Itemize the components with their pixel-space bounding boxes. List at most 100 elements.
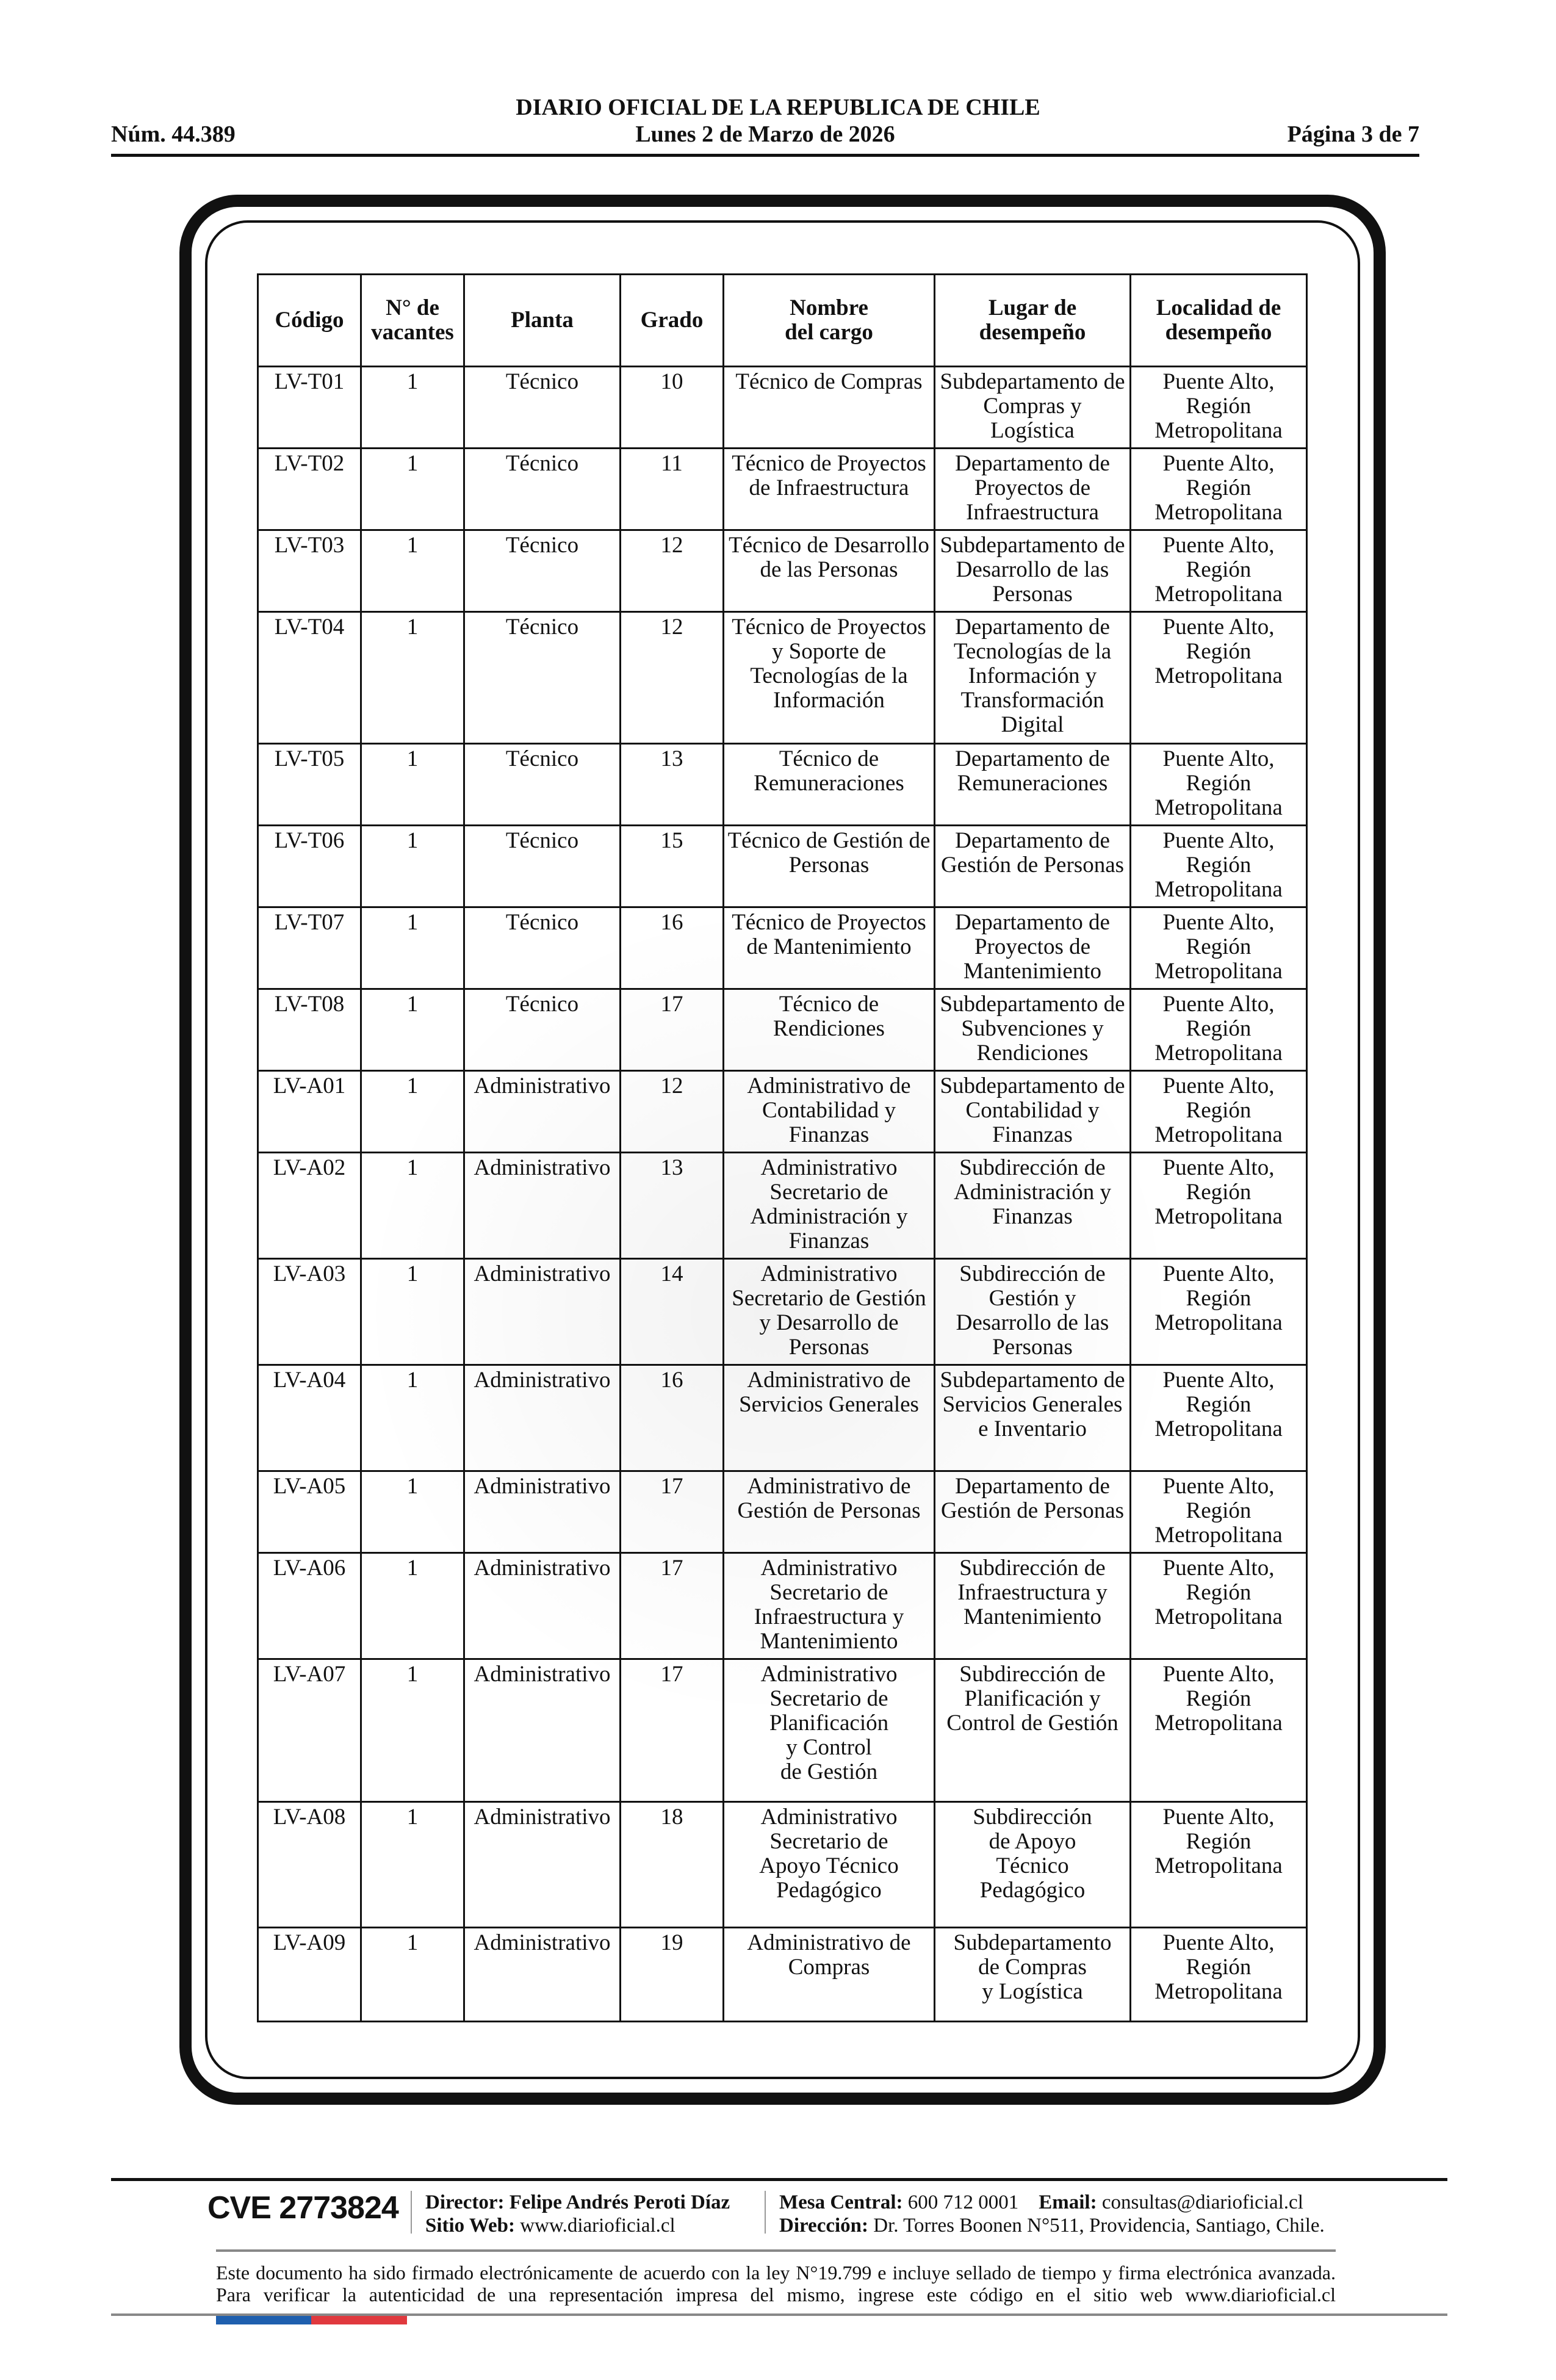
email-label: Email: [1039,2191,1097,2213]
table-cell: Departamento de Proyectos de Infraestruc… [934,447,1131,531]
table-cell: 1 [360,1470,465,1554]
table-cell: 19 [619,1927,724,2022]
table-cell: Técnico [463,988,621,1072]
column-header: N° de vacantes [360,273,465,367]
table-cell: 1 [360,1364,465,1472]
signature-note: Este documento ha sido firmado electróni… [216,2262,1336,2306]
table-row: LV-A06 1 Administrativo 17 Administrativo Se… [257,1552,1308,1660]
table-cell: Administrativo [463,1658,621,1803]
table-cell: 1 [360,824,465,908]
footer-bottom-rule [111,2313,1447,2316]
table-cell: Administrativo de Gestión de Personas [722,1470,935,1554]
table-cell: 17 [619,1658,724,1803]
table-cell: Puente Alto, Región Metropolitana [1129,988,1308,1072]
table-cell: 13 [619,743,724,826]
director-name: Felipe Andrés Peroti Díaz [509,2191,730,2213]
table-cell: LV-T04 [257,611,362,745]
footer-separator [765,2191,766,2234]
table-cell: LV-T03 [257,529,362,613]
table-cell: Administrativo Secretario de Administrac… [722,1152,935,1260]
table-cell: 14 [619,1258,724,1366]
table-cell: 13 [619,1152,724,1260]
table-cell: LV-A06 [257,1552,362,1660]
cve-code: CVE 2773824 [207,2190,399,2226]
table-cell: LV-T01 [257,366,362,449]
table-cell: Administrativo Secretario de Infraestruc… [722,1552,935,1660]
table-cell: Subdepartamento de Compras y Logística [934,366,1131,449]
table-cell: Puente Alto, Región Metropolitana [1129,1470,1308,1554]
table-cell: Puente Alto, Región Metropolitana [1129,529,1308,613]
table-cell: Subdepartamento de Desarrollo de las Per… [934,529,1131,613]
table-cell: 1 [360,1152,465,1260]
table-row: LV-T06 1 Técnico 15 Técnico de Gestión de Pe… [257,824,1308,908]
table-cell: Puente Alto, Región Metropolitana [1129,1070,1308,1153]
table-cell: Administrativo de Contabilidad y Finanza… [722,1070,935,1153]
flag-stripe-blue [216,2316,311,2324]
web-link[interactable]: www.diarioficial.cl [520,2215,675,2237]
table-cell: Subdirección de Gestión y Desarrollo de … [934,1258,1131,1366]
table-cell: Subdepartamento de Compras y Logística [934,1927,1131,2022]
table-cell: Subdirección de Planificación y Control … [934,1658,1131,1803]
table-cell: 1 [360,366,465,449]
table-cell: 10 [619,366,724,449]
table-row: LV-T01 1 Técnico 10 Técnico de Compras Subdep… [257,366,1308,449]
table-row: LV-A04 1 Administrativo 16 Administrativo de… [257,1364,1308,1472]
table-cell: Puente Alto, Región Metropolitana [1129,824,1308,908]
table-cell: 17 [619,1470,724,1554]
director-label: Director: [425,2191,505,2213]
table-cell: Técnico [463,447,621,531]
header-divider [111,154,1419,157]
table-row: LV-T02 1 Técnico 11 Técnico de Proyectos de … [257,447,1308,531]
table-cell: 1 [360,1552,465,1660]
table-cell: 16 [619,1364,724,1472]
column-header: Nombre del cargo [722,273,935,367]
address-label: Dirección: [779,2215,869,2237]
table-cell: Subdepartamento de Servicios Generales e… [934,1364,1131,1472]
table-cell: Administrativo [463,1070,621,1153]
email-link[interactable]: consultas@diarioficial.cl [1101,2191,1303,2213]
table-cell: Departamento de Remuneraciones [934,743,1131,826]
frame-inner-border [205,220,1360,2079]
table-cell: 1 [360,906,465,990]
table-row: LV-A03 1 Administrativo 14 Administrativo Se… [257,1258,1308,1366]
address: Dr. Torres Boonen N°511, Providencia, Sa… [873,2215,1325,2237]
table-cell: Técnico de Rendiciones [722,988,935,1072]
table-cell: LV-T06 [257,824,362,908]
table-cell: Puente Alto, Región Metropolitana [1129,447,1308,531]
publication-title: DIARIO OFICIAL DE LA REPUBLICA DE CHILE [516,95,1040,120]
table-cell: LV-T05 [257,743,362,826]
table-cell: LV-A08 [257,1801,362,1928]
issue-date: Lunes 2 de Marzo de 2026 [635,121,895,147]
table-row: LV-T03 1 Técnico 12 Técnico de Desarrollo de… [257,529,1308,613]
table-cell: LV-T02 [257,447,362,531]
table-cell: Administrativo Secretario de Planificaci… [722,1658,935,1803]
table-cell: 1 [360,447,465,531]
column-header: Localidad de desempeño [1129,273,1308,367]
table-cell: LV-A01 [257,1070,362,1153]
table-cell: 18 [619,1801,724,1928]
table-cell: Administrativo de Compras [722,1927,935,2022]
table-cell: 15 [619,824,724,908]
table-cell: Técnico de Proyectos y Soporte de Tecnol… [722,611,935,745]
table-cell: Departamento de Proyectos de Mantenimien… [934,906,1131,990]
table-cell: Administrativo [463,1801,621,1928]
table-body: LV-T01 1 Técnico 10 Técnico de Compras Subdep… [257,366,1308,2022]
table-cell: Subdepartamento de Contabilidad y Finanz… [934,1070,1131,1153]
table-row: LV-A07 1 Administrativo 17 Administrativo Se… [257,1658,1308,1803]
footer-divider [111,2178,1447,2181]
table-cell: Técnico [463,824,621,908]
table-cell: 1 [360,1927,465,2022]
issue-number: Núm. 44.389 [111,121,236,147]
table-cell: 1 [360,1801,465,1928]
page-number: Página 3 de 7 [1287,121,1419,147]
table-cell: Subdepartamento de Subvenciones y Rendic… [934,988,1131,1072]
table-cell: Técnico [463,611,621,745]
table-cell: LV-A07 [257,1658,362,1803]
table-cell: 1 [360,611,465,745]
table-row: LV-A01 1 Administrativo 12 Administrativo de… [257,1070,1308,1153]
table-row: LV-A08 1 Administrativo 18 Administrativo Se… [257,1801,1308,1928]
table-cell: Departamento de Gestión de Personas [934,1470,1131,1554]
table-cell: Administrativo Secretario de Apoyo Técni… [722,1801,935,1928]
table-cell: Puente Alto, Región Metropolitana [1129,1552,1308,1660]
table-cell: 1 [360,1070,465,1153]
